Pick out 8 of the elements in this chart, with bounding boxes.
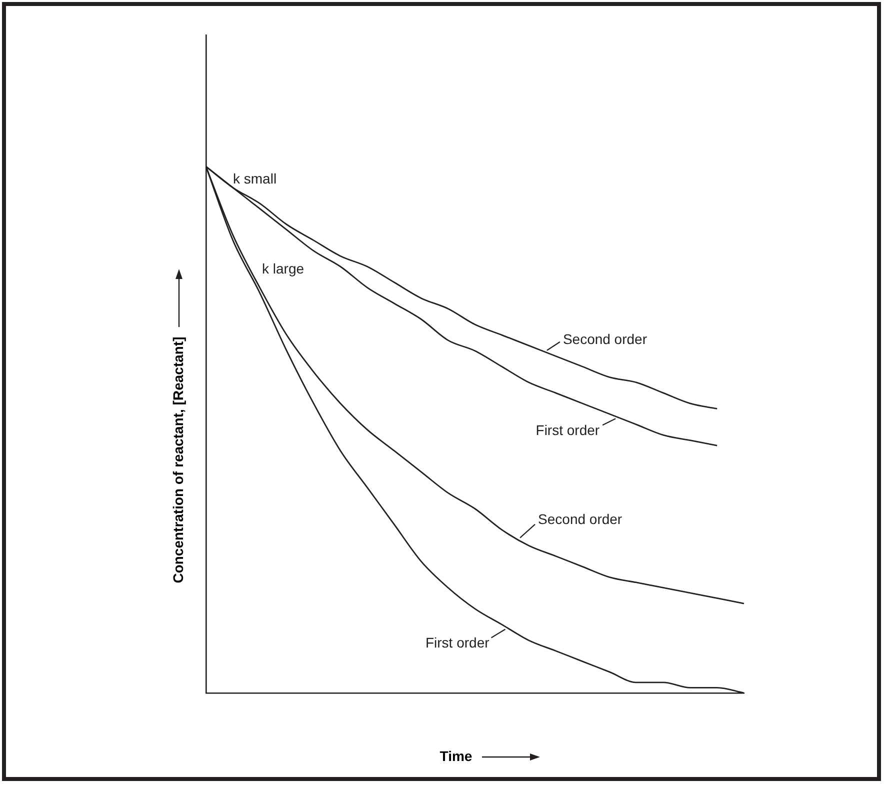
legend-label: First order	[425, 634, 490, 651]
legend-label: First order	[536, 422, 600, 438]
y-axis-title: Concentration of reactant, [Reactant]	[170, 336, 186, 584]
x-axis-title: Time	[440, 748, 472, 764]
series-label: Second order	[562, 330, 648, 347]
annotation: k large	[262, 260, 304, 276]
series-label: Second order	[538, 511, 622, 528]
annotation: k small	[233, 170, 277, 186]
